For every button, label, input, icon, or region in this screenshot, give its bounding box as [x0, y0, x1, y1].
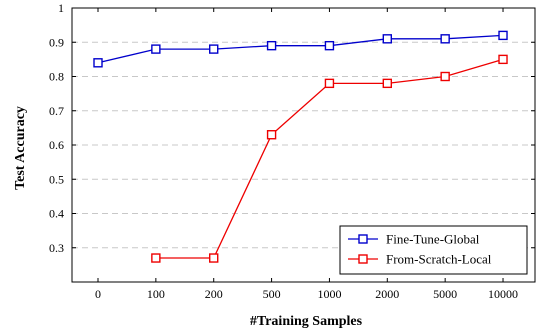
y-tick-label: 0.3: [49, 241, 64, 255]
x-tick-label: 200: [205, 287, 223, 301]
data-point: [151, 44, 161, 54]
legend-entry-1: From-Scratch-Local: [348, 252, 492, 267]
x-tick-label: 500: [263, 287, 281, 301]
y-axis: 0.3 0.4 0.5 0.6 0.7 0.8 0.9 1: [49, 1, 535, 255]
data-point: [382, 78, 392, 89]
series-group: [93, 30, 508, 263]
legend: Fine-Tune-Global From-Scratch-Local: [339, 225, 528, 275]
data-point: [440, 34, 450, 44]
y-tick-label: 0.8: [49, 70, 64, 84]
data-point: [266, 130, 277, 140]
legend-box: [339, 225, 528, 275]
data-point: [324, 78, 335, 89]
legend-marker: [358, 254, 368, 264]
x-tick-label: 10000: [488, 287, 518, 301]
legend-label: From-Scratch-Local: [386, 252, 492, 267]
x-tick-label: 0: [95, 287, 101, 301]
data-point: [498, 54, 508, 65]
data-point: [209, 253, 219, 263]
series-0: [93, 30, 508, 68]
data-point: [498, 30, 508, 41]
series-line-0: [97, 34, 504, 64]
x-tick-label: 5000: [433, 287, 457, 301]
y-axis-title: Test Accuracy: [13, 106, 28, 190]
y-tick-label: 0.4: [49, 207, 64, 221]
x-tick-label: 2000: [375, 287, 399, 301]
data-point: [382, 34, 392, 44]
x-tick-label: 1000: [317, 287, 341, 301]
legend-entry-0: Fine-Tune-Global: [348, 232, 480, 247]
y-tick-label: 0.6: [49, 138, 64, 152]
y-tick-label: 0.7: [49, 104, 64, 118]
x-tick-label: 100: [147, 287, 165, 301]
y-tick-label: 0.9: [49, 35, 64, 49]
data-point: [151, 253, 161, 263]
data-point: [324, 40, 335, 51]
data-point: [209, 44, 219, 54]
legend-label: Fine-Tune-Global: [386, 232, 480, 247]
legend-marker: [358, 234, 368, 244]
data-point: [93, 58, 103, 68]
x-axis-title: #Training Samples: [250, 314, 363, 329]
data-point: [440, 71, 450, 82]
grid-lines: [72, 41, 535, 249]
x-axis: 0 100 200 500 1000 2000 5000 10000: [95, 8, 518, 301]
y-tick-label: 1: [58, 1, 64, 15]
data-point: [266, 40, 277, 51]
y-tick-label: 0.5: [49, 172, 64, 186]
series-1: [151, 54, 508, 263]
